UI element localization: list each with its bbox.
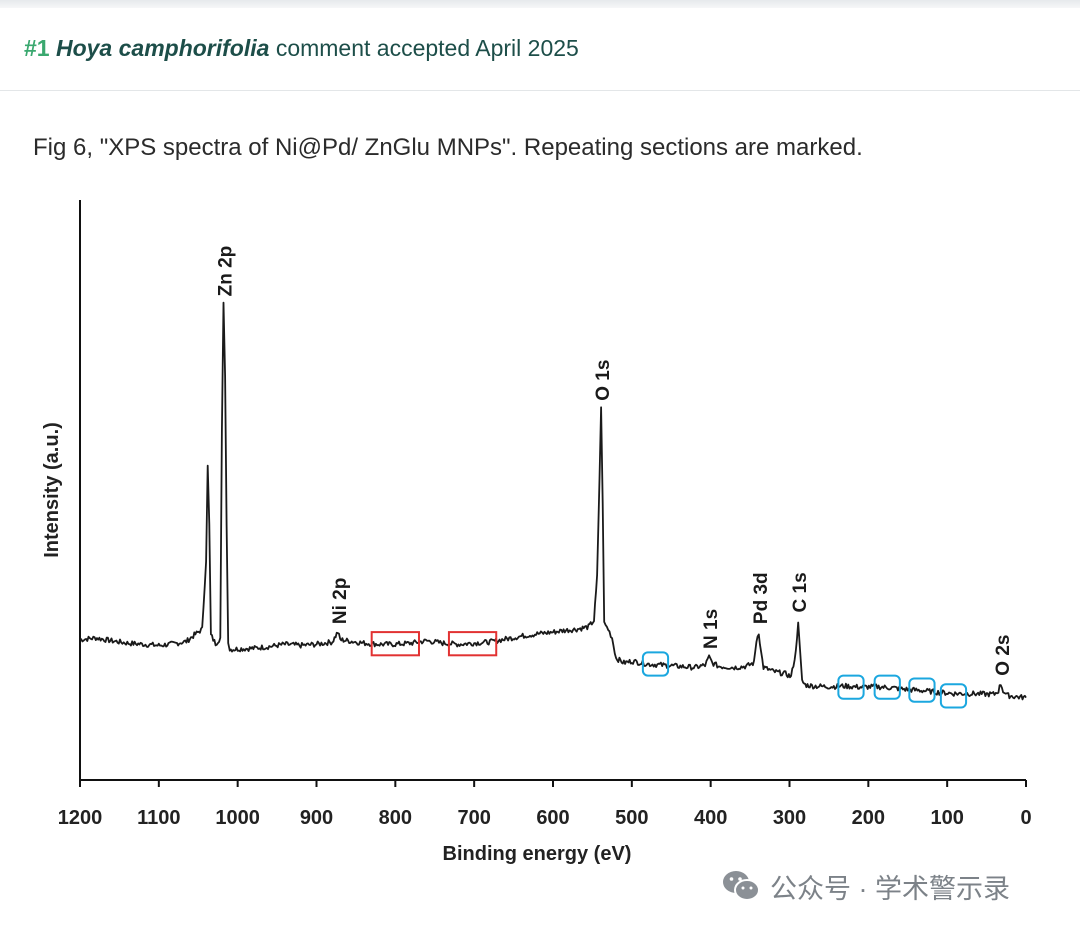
x-tick-label: 100 (930, 807, 963, 829)
peak-label: Ni 2p (330, 578, 351, 624)
top-shadow (0, 0, 1080, 8)
peak-label: Pd 3d (751, 572, 772, 624)
x-tick-label: 1200 (58, 807, 103, 829)
spectrum-line-0 (79, 301, 1027, 701)
x-tick-label: 1100 (137, 807, 180, 829)
x-axis-label: Binding energy (eV) (443, 843, 632, 865)
watermark: 公众号 · 学术警示录 (722, 866, 1010, 906)
peak-label: O 2s (993, 634, 1014, 675)
peak-label: C 1s (790, 572, 811, 612)
x-tick-label: 800 (379, 807, 412, 829)
x-tick-label: 500 (615, 807, 648, 829)
comment-number: #1 (24, 35, 50, 61)
comment-header: #1 Hoya camphorifolia comment accepted A… (0, 8, 1080, 91)
figure-caption: Fig 6, "XPS spectra of Ni@Pd/ ZnGlu MNPs… (33, 134, 863, 161)
marked-region-blue (908, 677, 936, 703)
marked-region-blue (939, 683, 968, 709)
marked-region-blue (873, 674, 901, 700)
wechat-icon (723, 871, 760, 901)
watermark-text: 公众号 · 学术警示录 (770, 873, 1010, 904)
peak-label: N 1s (701, 609, 722, 649)
y-axis-label: Intensity (a.u.) (41, 422, 63, 558)
comment-status: comment accepted April 2025 (275, 35, 579, 61)
x-tick-label: 700 (457, 807, 490, 829)
marked-region-blue (837, 674, 865, 700)
x-tick-label: 0 (1020, 807, 1031, 829)
marked-region-red (370, 631, 420, 657)
species-name[interactable]: Hoya camphorifolia (55, 35, 270, 61)
x-tick-label: 1000 (215, 807, 260, 829)
x-tick-label: 400 (694, 807, 727, 829)
marked-region-blue (641, 651, 670, 677)
peak-label: O 1s (593, 360, 614, 401)
comment-title: #1 Hoya camphorifolia comment accepted A… (24, 35, 579, 62)
peak-label: Zn 2p (216, 246, 237, 297)
x-tick-label: 900 (300, 807, 333, 829)
marked-region-red (447, 631, 498, 657)
x-tick-label: 200 (852, 807, 885, 829)
x-tick-label: 300 (773, 807, 806, 829)
x-tick-label: 600 (536, 807, 569, 829)
